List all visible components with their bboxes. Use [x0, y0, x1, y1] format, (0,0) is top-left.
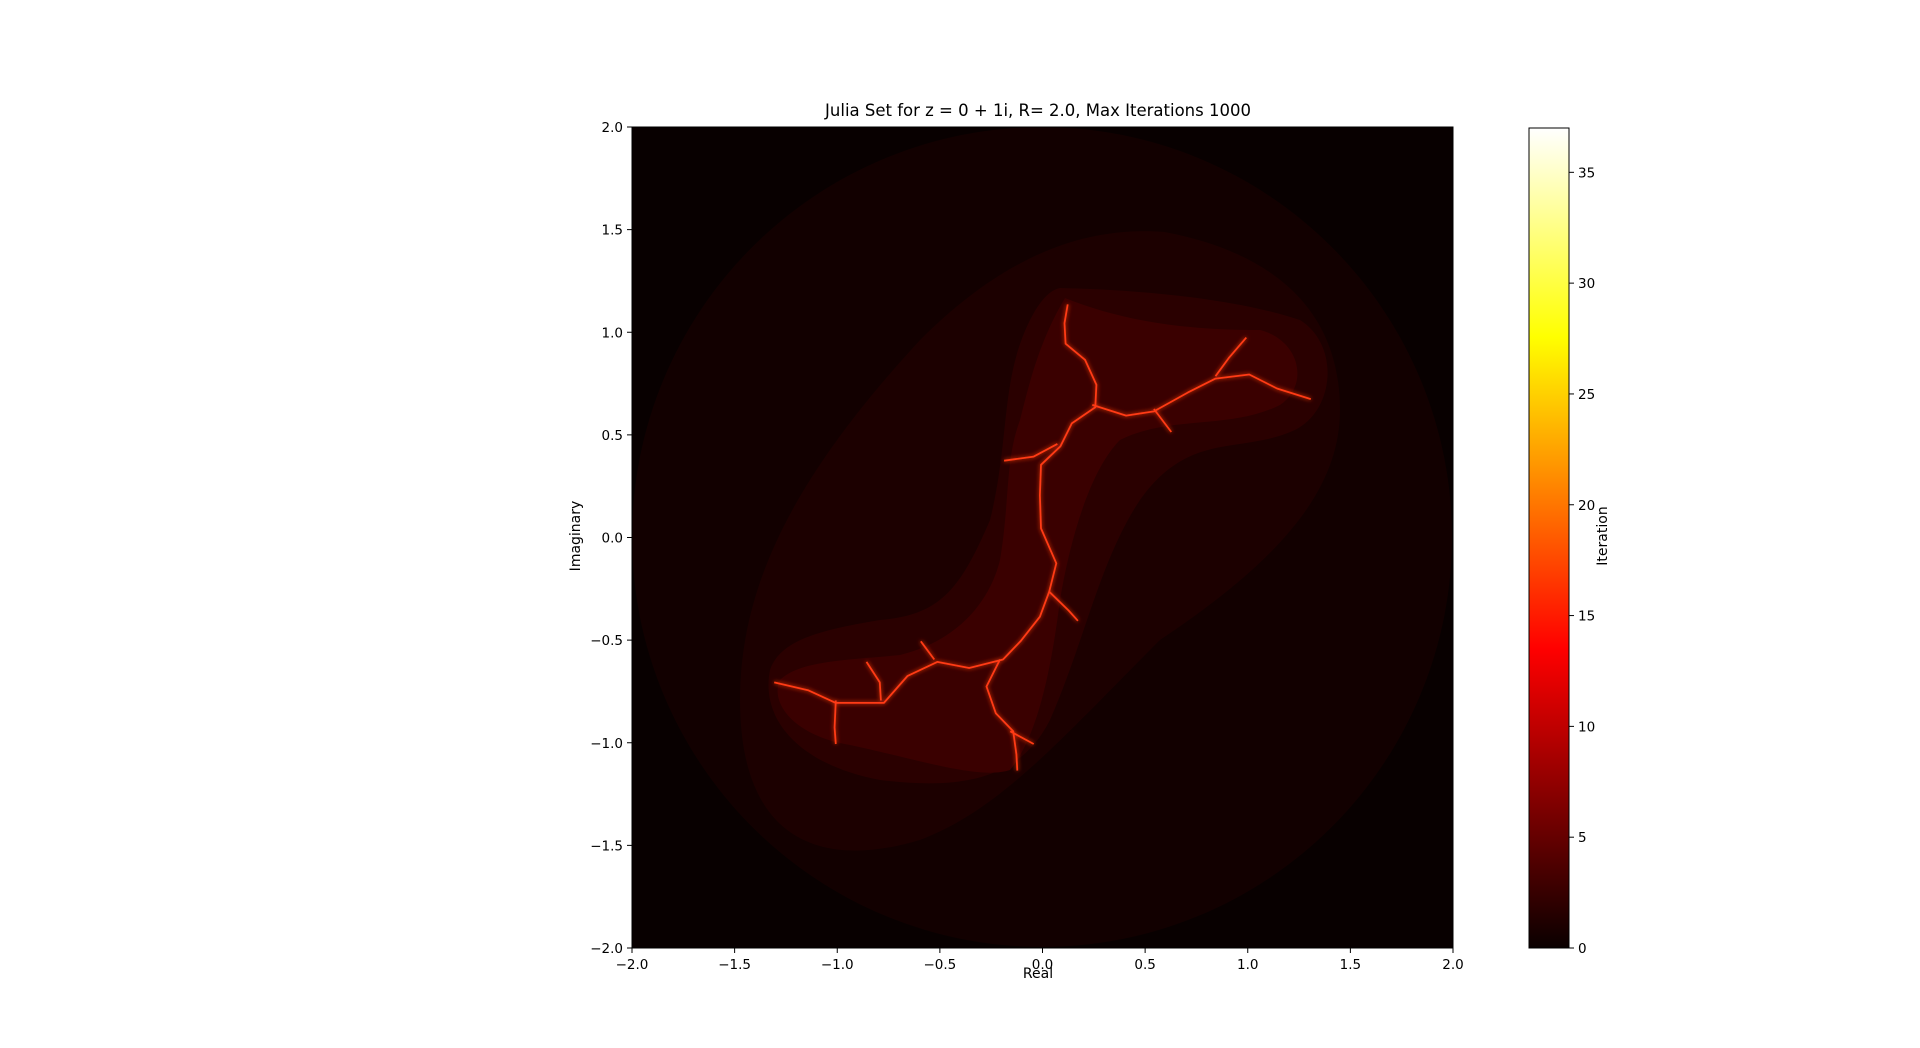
y-tick-label: −0.5: [590, 633, 623, 649]
julia-set-filament: [773, 304, 1312, 771]
colorbar: 0 5 10 15 20 25 30 35: [1528, 127, 1595, 957]
y-tick-label: 1.0: [602, 325, 623, 341]
y-tick-label: 1.5: [602, 223, 623, 239]
x-tick-label: −0.5: [923, 957, 956, 973]
y-tick-label: 0.0: [602, 531, 623, 547]
colorbar-tick-label: 25: [1578, 387, 1595, 403]
x-tick-label: 0.0: [1032, 957, 1053, 973]
colorbar-gradient: [1528, 127, 1570, 949]
colorbar-tick-label: 15: [1578, 609, 1595, 625]
x-axis-ticks: −2.0 −1.5 −1.0 −0.5 0.0 0.5 1.0 1.5 2.0: [616, 948, 1464, 973]
x-tick-label: 2.0: [1442, 957, 1463, 973]
colorbar-tick-label: 0: [1578, 941, 1587, 957]
colorbar-tick-label: 10: [1578, 719, 1595, 735]
iteration-band-4: [777, 298, 1298, 773]
colorbar-tick-label: 20: [1578, 498, 1595, 514]
x-tick-label: −1.0: [821, 957, 854, 973]
colorbar-ticks: 0 5 10 15 20 25 30 35: [1569, 165, 1595, 957]
y-axis-ticks: −2.0 −1.5 −1.0 −0.5 0.0 0.5 1.0 1.5 2.0: [590, 120, 632, 957]
y-tick-label: −2.0: [590, 941, 623, 957]
x-axis-label: Real: [1022, 966, 1054, 982]
y-tick-label: −1.0: [590, 736, 623, 752]
colorbar-tick-label: 5: [1578, 830, 1587, 846]
chart-title: Julia Set for z = 0 + 1i, R= 2.0, Max It…: [825, 101, 1251, 120]
x-tick-label: 1.5: [1340, 957, 1361, 973]
x-tick-label: −1.5: [718, 957, 751, 973]
y-tick-label: 2.0: [602, 120, 623, 136]
x-tick-label: −2.0: [616, 957, 649, 973]
colorbar-tick-label: 35: [1578, 165, 1595, 181]
colorbar-tick-label: 30: [1578, 276, 1595, 292]
x-tick-label: 0.5: [1134, 957, 1155, 973]
y-tick-label: −1.5: [590, 838, 623, 854]
heatmap-area: [631, 126, 1454, 949]
x-tick-label: 1.0: [1237, 957, 1258, 973]
y-tick-label: 0.5: [602, 428, 623, 444]
